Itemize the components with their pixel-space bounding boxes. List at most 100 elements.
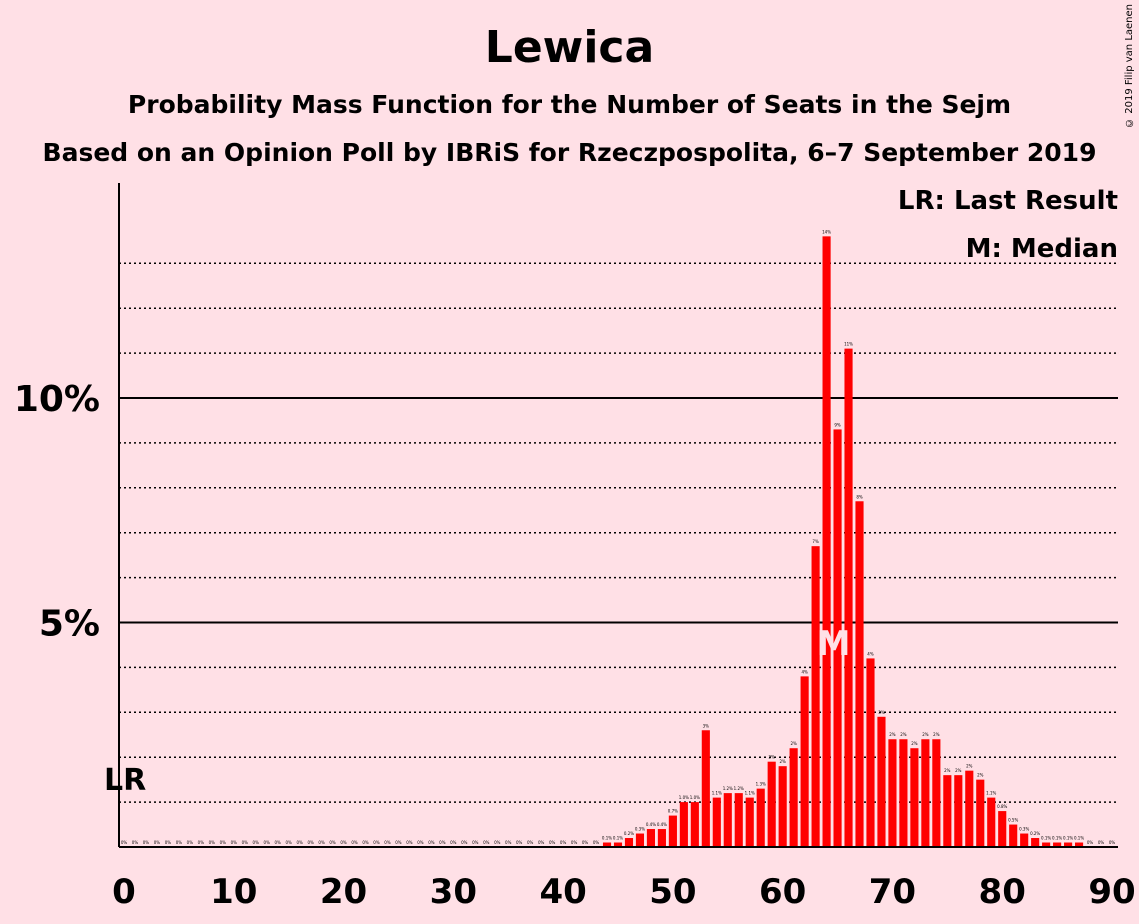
x-tick-label: 90 (1088, 872, 1135, 912)
bar-label: 2% (889, 732, 896, 737)
bar (602, 842, 612, 847)
bar-label: 0% (176, 840, 183, 845)
bar-label: 4% (801, 669, 808, 674)
bar-label: 1.3% (756, 782, 766, 787)
bar-label: 4% (867, 651, 874, 656)
bar-label: 0% (494, 840, 501, 845)
bar-label: 0% (121, 840, 128, 845)
bar-label: 0% (1098, 840, 1105, 845)
bar-label: 0.8% (997, 804, 1007, 809)
bar-label: 0.4% (646, 822, 656, 827)
bar-label: 0% (275, 840, 282, 845)
bar-label: 0% (220, 840, 227, 845)
bar-label: 0% (1087, 840, 1094, 845)
bar (1009, 824, 1018, 847)
bar (1042, 842, 1051, 847)
bar (899, 739, 908, 847)
x-tick-label: 70 (869, 872, 916, 912)
bar-label: 0.1% (602, 836, 612, 841)
bar (987, 797, 996, 847)
x-tick-label: 20 (320, 872, 367, 912)
bar (844, 348, 853, 847)
bar-label: 2% (769, 755, 776, 760)
bar-label: 0% (307, 840, 314, 845)
bar (932, 739, 941, 847)
bar-label: 0% (384, 840, 391, 845)
bar-label: 8% (856, 494, 863, 499)
bar (998, 811, 1007, 847)
bar (756, 788, 765, 847)
legend-median: M: Median (966, 234, 1118, 264)
bar-label: 0% (527, 840, 534, 845)
bar (965, 770, 974, 847)
y-tick-label: 5% (39, 604, 100, 645)
bar (1075, 842, 1084, 847)
chart-source: Based on an Opinion Poll by IBRiS for Rz… (42, 138, 1097, 167)
bar-label: 1.2% (723, 786, 733, 791)
bar-label: 0.7% (668, 809, 678, 814)
bar (624, 838, 634, 847)
bar-label: 0.4% (657, 822, 667, 827)
bar-label: 0% (154, 840, 161, 845)
bar (1020, 833, 1029, 847)
bar (943, 775, 952, 847)
bar-label: 0% (461, 840, 468, 845)
bar-label: 11% (844, 342, 853, 347)
bar-label: 0% (351, 840, 358, 845)
bar-label: 2% (922, 732, 929, 737)
bar-label: 0% (318, 840, 325, 845)
bar-label: 3% (878, 710, 885, 715)
bar-label: 0% (472, 840, 479, 845)
bar-label: 0% (296, 840, 303, 845)
bar (690, 802, 699, 847)
bar-label: 0% (582, 840, 589, 845)
bar-label: 0% (285, 840, 292, 845)
bar-label: 0.1% (613, 836, 623, 841)
bar-label: 0% (571, 840, 578, 845)
bar-labels: 0% 0% 0% 0% 0% 0% 0% 0% 0% 0% 0% 0% 0% 0% 0% 0% 0% 0% 0% 0%… (121, 229, 1116, 845)
bar-label: 1.0% (690, 795, 700, 800)
bar-label: 2% (955, 768, 962, 773)
bar-label: 0% (340, 840, 347, 845)
x-tick-label: 30 (430, 872, 477, 912)
x-tick-label: 40 (539, 872, 586, 912)
bar-label: 0% (362, 840, 369, 845)
bar-label: 1.1% (712, 791, 722, 796)
bar-label: 2% (779, 759, 786, 764)
bar-label: 0.1% (1063, 836, 1073, 841)
bar-label: 0% (406, 840, 413, 845)
bar-label: 3% (703, 723, 710, 728)
bar (822, 236, 831, 848)
bar-label: 0.2% (1030, 831, 1040, 836)
bar (723, 793, 732, 847)
bar (954, 775, 963, 847)
bar-label: 0% (209, 840, 216, 845)
bar-label: 2% (900, 732, 907, 737)
bar (635, 833, 645, 847)
bar-series (602, 236, 1084, 848)
bar (1031, 838, 1040, 847)
bar-label: 0.1% (1041, 836, 1051, 841)
x-tick-label: 60 (759, 872, 806, 912)
bar (1064, 842, 1073, 847)
bar-label: 0% (1109, 840, 1116, 845)
bar-label: 0% (560, 840, 567, 845)
bar (976, 779, 985, 847)
bar (877, 716, 886, 847)
bar-label: 0% (439, 840, 446, 845)
bar-label: 2% (911, 741, 918, 746)
bar (679, 802, 688, 847)
legend-last-result: LR: Last Result (898, 186, 1118, 216)
chart-title: Lewica (484, 22, 655, 73)
bar (745, 797, 754, 847)
bar-label: 0% (538, 840, 545, 845)
y-tick-labels: 5% 10% (14, 379, 100, 645)
bar-label: 0% (450, 840, 457, 845)
bar-label: 0% (516, 840, 523, 845)
x-tick-label: 10 (210, 872, 257, 912)
bar (646, 829, 655, 847)
bar-label: 0% (593, 840, 600, 845)
bar (866, 658, 875, 847)
median-marker: M (817, 624, 851, 664)
